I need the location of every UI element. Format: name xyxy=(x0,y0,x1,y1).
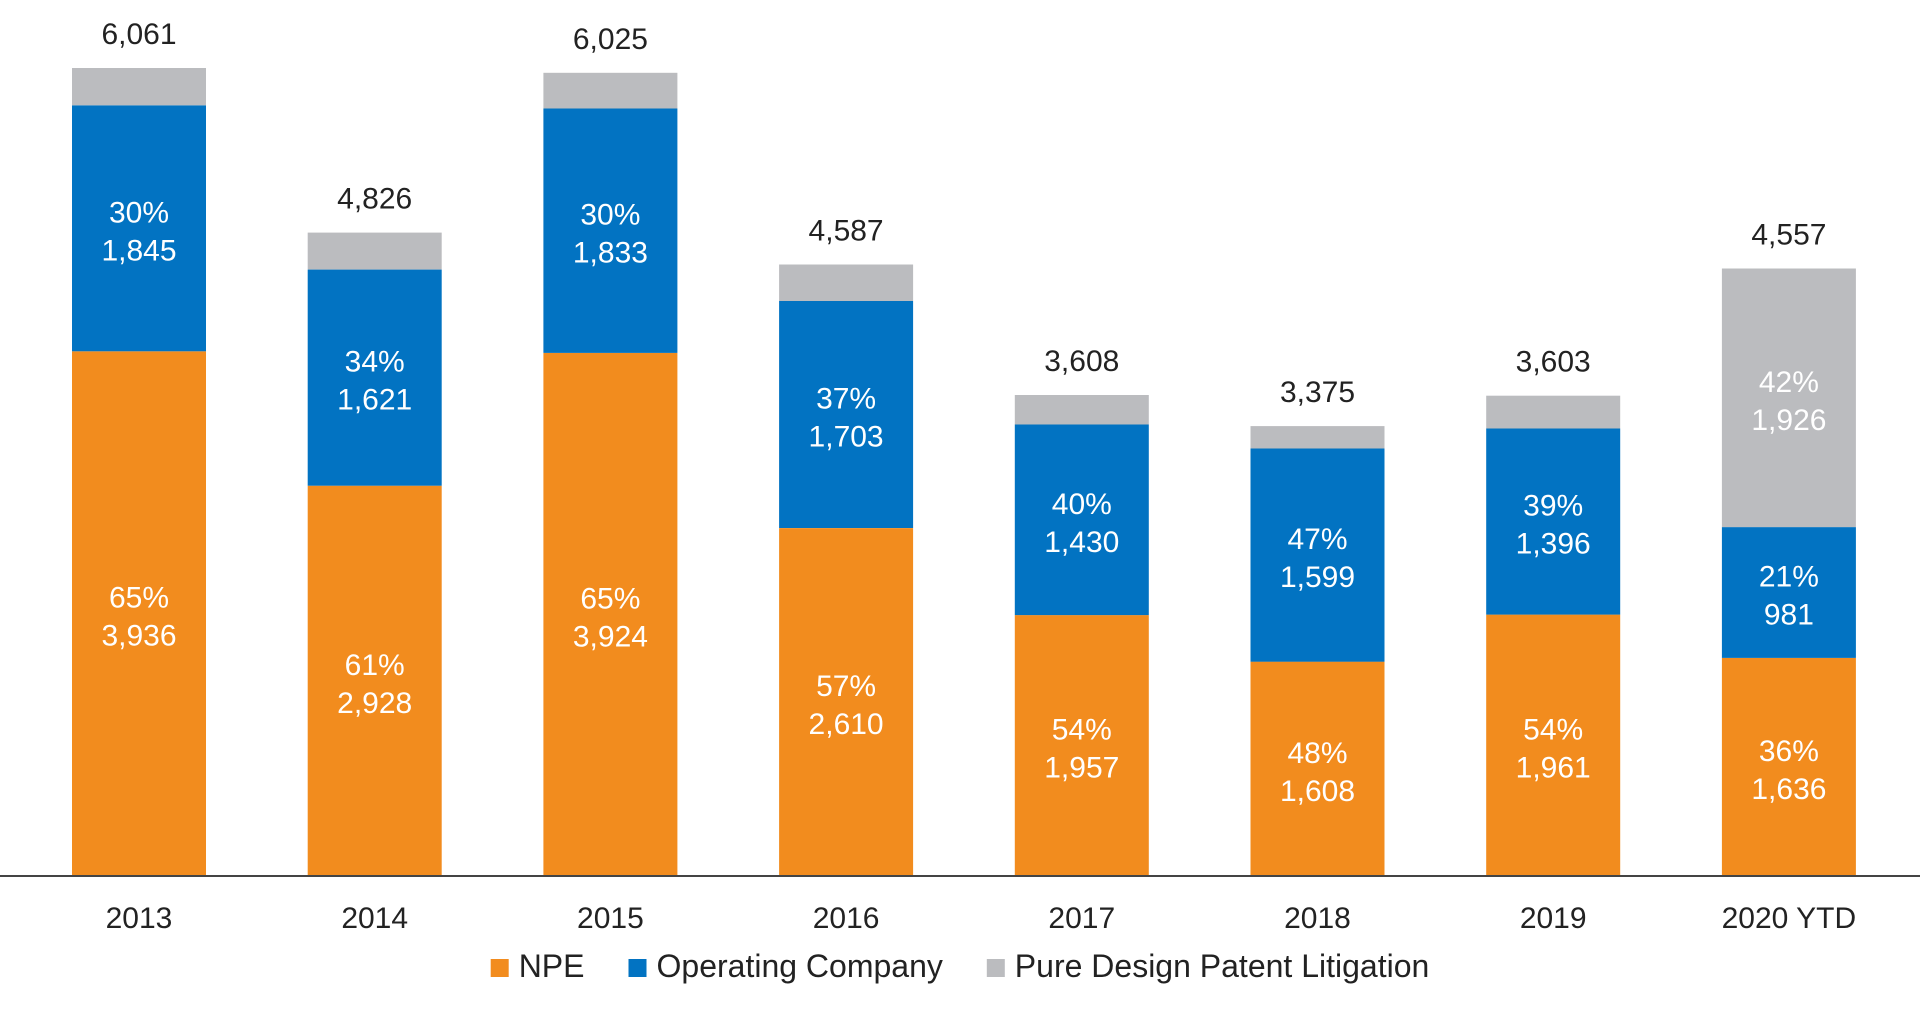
legend-label-npe: NPE xyxy=(519,948,585,984)
segment-value-operating-company-2020-ytd: 981 xyxy=(1764,599,1814,632)
stacked-bar-chart: 65% 3,936 30% 1,845 6,061 61% 2,928 34% 1,621 4,8… xyxy=(0,0,1920,1008)
bar-pure-design-patent-litigation-2015 xyxy=(543,73,677,109)
total-label-2014: 4,826 xyxy=(337,183,412,216)
segment-percent-operating-company-2013: 30% xyxy=(109,196,169,229)
segment-value-operating-company-2019: 1,396 xyxy=(1516,528,1591,561)
total-label-2013: 6,061 xyxy=(101,18,176,51)
segment-value-npe-2013: 3,936 xyxy=(101,620,176,653)
x-tick-label-2017: 2017 xyxy=(1048,902,1115,935)
x-tick-label-2015: 2015 xyxy=(577,902,644,935)
segment-value-npe-2018: 1,608 xyxy=(1280,775,1355,808)
x-tick-labels: 2013 2014 2015 2016 2017 2018 2019 2020 YTD xyxy=(106,902,1857,935)
x-tick-label-2016: 2016 xyxy=(813,902,880,935)
segment-value-operating-company-2014: 1,621 xyxy=(337,384,412,417)
segment-percent-npe-2018: 48% xyxy=(1287,737,1347,770)
chart-svg: 65% 3,936 30% 1,845 6,061 61% 2,928 34% 1,621 4,8… xyxy=(0,0,1920,1008)
x-tick-label-2013: 2013 xyxy=(106,902,173,935)
segment-value-npe-2019: 1,961 xyxy=(1516,751,1591,784)
segment-value-npe-2014: 2,928 xyxy=(337,687,412,720)
segment-value-npe-2017: 1,957 xyxy=(1044,752,1119,785)
legend-item-operating-company: Operating Company xyxy=(629,948,943,984)
segment-percent-operating-company-2014: 34% xyxy=(345,346,405,379)
segment-percent-operating-company-2015: 30% xyxy=(580,199,640,232)
segment-value-npe-2015: 3,924 xyxy=(573,620,648,653)
bar-pure-design-patent-litigation-2013 xyxy=(72,68,206,105)
segment-value-npe-2020-ytd: 1,636 xyxy=(1751,773,1826,806)
segment-percent-npe-2019: 54% xyxy=(1523,713,1583,746)
segment-value-operating-company-2018: 1,599 xyxy=(1280,561,1355,594)
segment-percent-operating-company-2016: 37% xyxy=(816,383,876,416)
segment-percent-npe-2013: 65% xyxy=(109,582,169,615)
segment-percent-pure-design-patent-litigation-2020-ytd: 42% xyxy=(1759,366,1819,399)
segment-value-npe-2016: 2,610 xyxy=(809,708,884,741)
segment-percent-operating-company-2017: 40% xyxy=(1052,488,1112,521)
total-label-2015: 6,025 xyxy=(573,23,648,56)
segment-value-operating-company-2015: 1,833 xyxy=(573,237,648,270)
legend-item-pure-design-patent-litigation: Pure Design Patent Litigation xyxy=(987,948,1429,984)
bar-pure-design-patent-litigation-2018 xyxy=(1251,426,1385,448)
legend-swatch-pure-design-patent-litigation xyxy=(987,959,1005,977)
segment-percent-npe-2020-ytd: 36% xyxy=(1759,735,1819,768)
segment-percent-operating-company-2019: 39% xyxy=(1523,490,1583,523)
segment-percent-operating-company-2020-ytd: 21% xyxy=(1759,561,1819,594)
segment-value-operating-company-2017: 1,430 xyxy=(1044,526,1119,559)
legend-swatch-operating-company xyxy=(629,959,647,977)
legend-item-npe: NPE xyxy=(491,948,585,984)
legend-label-operating-company: Operating Company xyxy=(657,948,943,984)
segment-percent-operating-company-2018: 47% xyxy=(1287,523,1347,556)
segment-percent-npe-2014: 61% xyxy=(345,649,405,682)
total-label-2016: 4,587 xyxy=(809,215,884,248)
x-tick-label-2019: 2019 xyxy=(1520,902,1587,935)
x-tick-label-2014: 2014 xyxy=(341,902,408,935)
bar-pure-design-patent-litigation-2016 xyxy=(779,265,913,302)
segment-percent-npe-2016: 57% xyxy=(816,670,876,703)
x-tick-label-2018: 2018 xyxy=(1284,902,1351,935)
legend: NPE Operating Company Pure Design Patent L… xyxy=(491,948,1430,984)
segment-value-pure-design-patent-litigation-2020-ytd: 1,926 xyxy=(1751,404,1826,437)
x-tick-label-2020-ytd: 2020 YTD xyxy=(1722,902,1857,935)
segment-percent-npe-2017: 54% xyxy=(1052,714,1112,747)
bar-pure-design-patent-litigation-2014 xyxy=(308,233,442,270)
segment-value-operating-company-2013: 1,845 xyxy=(101,234,176,267)
legend-swatch-npe xyxy=(491,959,509,977)
bar-pure-design-patent-litigation-2019 xyxy=(1486,396,1620,429)
segment-percent-npe-2015: 65% xyxy=(580,582,640,615)
total-label-2017: 3,608 xyxy=(1044,345,1119,378)
bar-pure-design-patent-litigation-2017 xyxy=(1015,395,1149,425)
legend-label-pure-design-patent-litigation: Pure Design Patent Litigation xyxy=(1015,948,1429,984)
total-label-2020-ytd: 4,557 xyxy=(1751,219,1826,252)
segment-value-operating-company-2016: 1,703 xyxy=(809,421,884,454)
total-label-2018: 3,375 xyxy=(1280,376,1355,409)
total-label-2019: 3,603 xyxy=(1516,346,1591,379)
